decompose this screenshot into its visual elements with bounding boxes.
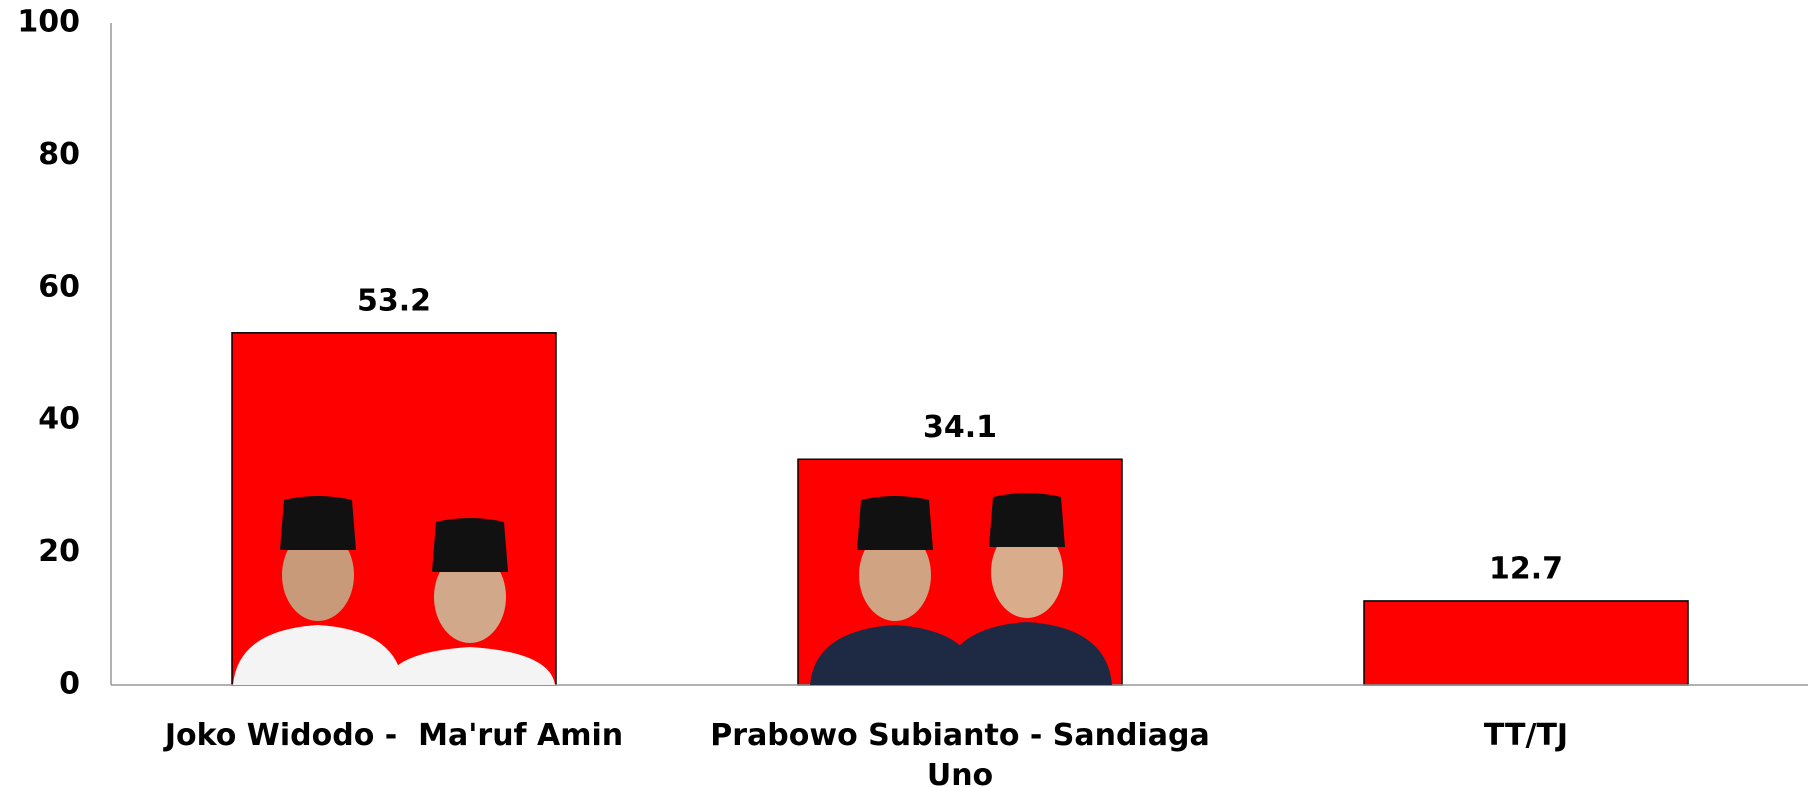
x-tick-label: Prabowo Subianto - Sandiaga Uno: [680, 716, 1240, 787]
x-tick-label: TT/TJ: [1246, 716, 1806, 756]
x-tick-label: Joko Widodo - Ma'ruf Amin: [114, 716, 674, 756]
chart: 0 20 40 60 80 100 53.2 34.1 12.7 Joko Widodo - M…: [0, 0, 1808, 787]
chart-canvas: 0 20 40 60 80 100 53.2 34.1 12.7: [0, 0, 1808, 787]
y-tick-label: 80: [38, 137, 80, 172]
y-tick-label: 40: [38, 402, 80, 437]
value-label: 53.2: [357, 283, 431, 318]
portrait-cap: [857, 496, 933, 550]
y-tick-label: 20: [38, 534, 80, 569]
value-label: 12.7: [1489, 551, 1563, 586]
bar: [1364, 601, 1688, 685]
y-tick-label: 60: [38, 269, 80, 304]
value-label: 34.1: [923, 410, 997, 445]
y-tick-label: 0: [59, 667, 80, 702]
portrait-cap: [432, 518, 508, 572]
portrait-cap: [989, 493, 1065, 547]
portrait-cap: [280, 496, 356, 550]
y-tick-label: 100: [17, 5, 80, 40]
